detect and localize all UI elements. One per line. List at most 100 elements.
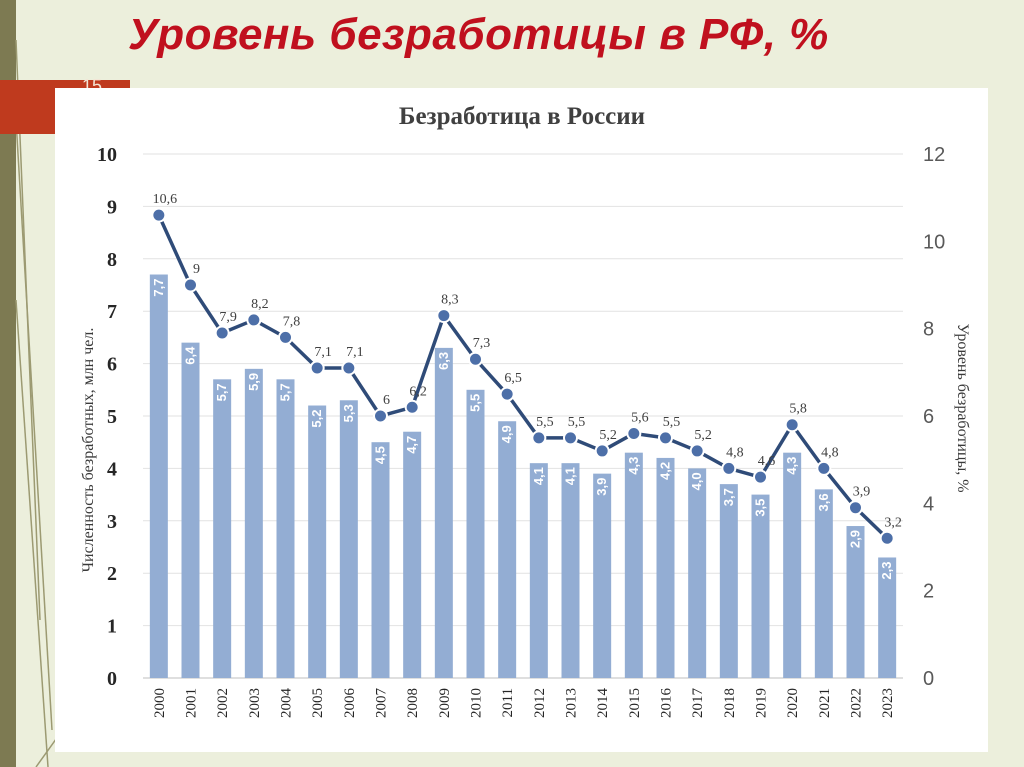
bar-value-label: 3,7 [721,488,736,506]
bar-value-label: 4,1 [531,467,546,485]
line-point [468,351,483,367]
bar [498,421,517,678]
bar [878,557,897,678]
left-tick-label: 3 [107,511,117,533]
right-tick-label: 2 [923,581,934,603]
line-point-label: 4,8 [726,445,744,460]
bar [434,347,453,678]
bar [529,463,548,678]
line-point [848,500,863,516]
line-point [658,430,673,446]
category-label: 2000 [152,688,168,718]
category-label: 2004 [279,688,295,719]
bar [244,368,263,678]
line-point-label: 8,2 [251,297,268,312]
bar [213,379,232,678]
left-tick-label: 9 [107,196,117,218]
unemployment-rate-line [157,214,889,540]
bar-value-label: 5,2 [309,410,324,428]
line-point [278,329,293,345]
bar [783,452,802,678]
right-tick-label: 4 [923,493,934,515]
category-label: 2014 [595,688,611,719]
line-point-label: 5,5 [663,415,681,430]
line-point-label: 6 [383,393,390,408]
line-point-label: 5,6 [631,410,649,425]
bar [371,442,390,678]
bar-value-label: 6,4 [183,346,198,365]
line-point-label: 5,2 [599,428,617,443]
bar-value-label: 4,1 [563,467,578,485]
bar-value-label: 3,6 [816,493,831,511]
right-axis-ticks: 0 2 4 6 8 10 12 [923,144,945,690]
line-point [499,386,515,402]
right-tick-label: 10 [923,231,945,253]
category-label: 2019 [754,688,770,718]
line-point [531,430,547,446]
line-point-label: 7,1 [346,345,364,360]
right-axis-label: Уровень безработицы, % [954,323,971,492]
left-tick-label: 1 [107,616,117,638]
category-label: 2017 [690,688,706,719]
line-point [436,308,452,324]
line-point [373,408,388,424]
line-point [753,469,768,485]
bar-value-label: 3,9 [594,478,609,496]
bar [719,484,738,678]
category-label: 2010 [469,688,485,718]
chart-title: Безработица в России [399,103,645,130]
unemployment-chart: Безработица в России 7,7 6,4 5,7 5,9 5,7 5,2 5… [80,103,971,719]
bar-series: 7,7 6,4 5,7 5,9 5,7 5,2 5,3 4,5 4,7 6,3 5,5 4,9 4,1 4… [149,274,897,678]
line-point-label: 7,3 [473,336,491,351]
line-point-label: 3,9 [853,485,871,500]
bar-value-label: 4,5 [373,446,388,464]
right-tick-label: 0 [923,668,934,690]
bar [466,389,485,678]
bar [561,463,580,678]
category-label: 2020 [785,688,801,718]
line-point-label: 7,9 [219,310,237,325]
line-point [879,530,895,546]
line-point-label: 5,8 [789,402,807,417]
line-point-label: 5,2 [694,428,712,443]
line-point [246,312,262,328]
bar-value-label: 4,7 [404,436,419,454]
category-label: 2008 [405,688,421,718]
line-point [404,399,420,415]
category-label: 2015 [627,688,643,718]
bar [846,526,865,678]
chart-panel: Безработица в России 7,7 6,4 5,7 5,9 5,7 5,2 5… [55,88,988,752]
bar-value-label: 4,0 [689,472,704,490]
category-label: 2021 [817,688,833,718]
line-point [151,207,167,223]
bar-value-label: 4,3 [626,457,641,475]
bar-value-label: 2,9 [848,530,863,548]
line-point-label: 7,1 [314,345,332,360]
bar [656,457,675,678]
category-label: 2002 [215,688,231,718]
line-point [689,443,705,459]
right-tick-label: 8 [923,319,934,341]
bar [688,468,707,678]
category-label: 2012 [532,688,548,718]
line-point [594,443,610,459]
bar-value-label: 3,5 [753,499,768,517]
left-tick-label: 5 [107,406,117,428]
category-label: 2003 [247,688,263,718]
line-point-label: 10,6 [153,192,178,207]
category-label: 2011 [500,688,516,717]
bar-value-label: 4,9 [499,425,514,443]
line-point [816,460,832,476]
line-point [214,325,230,341]
category-label: 2016 [659,688,675,719]
category-label: 2006 [342,688,358,719]
line-point-label: 4,8 [821,445,839,460]
bar-value-label: 2,3 [879,561,894,579]
line-point-label: 5,5 [568,415,586,430]
line-point-label: 3,2 [884,515,902,530]
bar-value-label: 6,3 [436,352,451,370]
right-tick-label: 6 [923,406,934,428]
left-tick-label: 2 [107,563,117,585]
left-axis-label: Численность безработных, млн чел. [80,328,97,573]
slide-title: Уровень безработицы в РФ, % [128,10,829,59]
